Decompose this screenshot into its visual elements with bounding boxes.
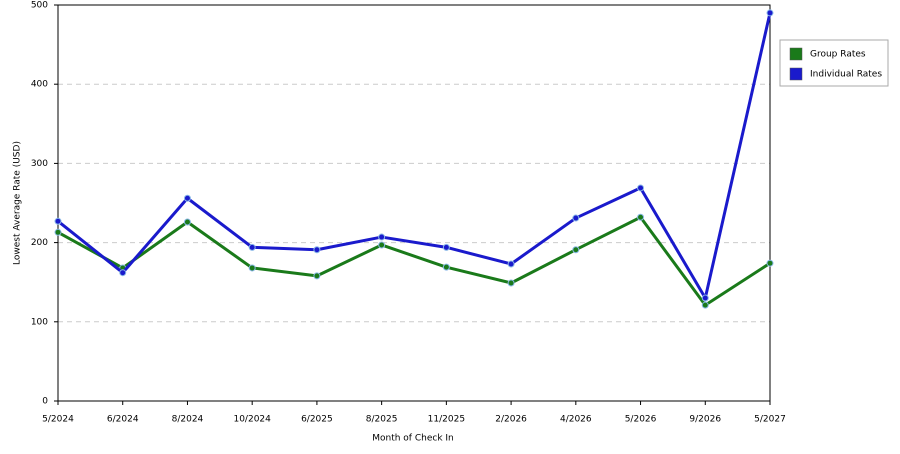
point <box>572 214 580 222</box>
legend-swatch <box>789 67 803 81</box>
point <box>183 218 191 226</box>
x-tick-label: 4/2026 <box>560 415 592 425</box>
series-line <box>57 215 771 307</box>
y-tick-label: 400 <box>31 80 48 90</box>
y-tick-label: 0 <box>42 397 48 407</box>
point <box>54 217 62 225</box>
legend-swatch <box>789 47 803 61</box>
point <box>766 9 774 17</box>
series-line <box>57 12 772 300</box>
y-tick-label: 300 <box>31 159 48 169</box>
x-tick-label: 10/2024 <box>233 415 271 425</box>
point <box>378 241 386 249</box>
y-tick-label: 100 <box>31 317 48 327</box>
point <box>572 246 580 254</box>
point <box>637 184 645 192</box>
point <box>313 272 321 280</box>
point <box>248 264 256 272</box>
x-tick-label: 8/2024 <box>172 415 204 425</box>
legend-label: Individual Rates <box>810 70 882 80</box>
point <box>507 260 515 268</box>
x-tick-label: 5/2026 <box>625 415 657 425</box>
point <box>701 301 709 309</box>
legend-label: Group Rates <box>810 50 866 60</box>
y-axis-label: Lowest Average Rate (USD) <box>13 141 23 265</box>
plot-frame <box>57 4 771 402</box>
x-tick-label: 11/2025 <box>428 415 465 425</box>
point <box>119 269 127 277</box>
x-tick-label: 9/2026 <box>689 415 721 425</box>
x-tick-label: 6/2024 <box>107 415 139 425</box>
y-tick-label: 200 <box>31 238 48 248</box>
point <box>701 294 709 302</box>
point <box>442 243 450 251</box>
x-tick-label: 6/2025 <box>301 415 333 425</box>
point <box>183 194 191 202</box>
point <box>378 233 386 241</box>
x-tick-label: 5/2024 <box>42 415 74 425</box>
point <box>637 213 645 221</box>
point <box>442 263 450 271</box>
point <box>313 246 321 254</box>
x-tick-label: 8/2025 <box>366 415 398 425</box>
point <box>54 228 62 236</box>
y-tick-label: 500 <box>31 1 48 11</box>
point <box>766 259 774 267</box>
point <box>248 243 256 251</box>
point <box>507 279 515 287</box>
x-axis-label: Month of Check In <box>372 434 454 444</box>
x-tick-label: 2/2026 <box>495 415 527 425</box>
x-tick-label: 5/2027 <box>754 415 786 425</box>
